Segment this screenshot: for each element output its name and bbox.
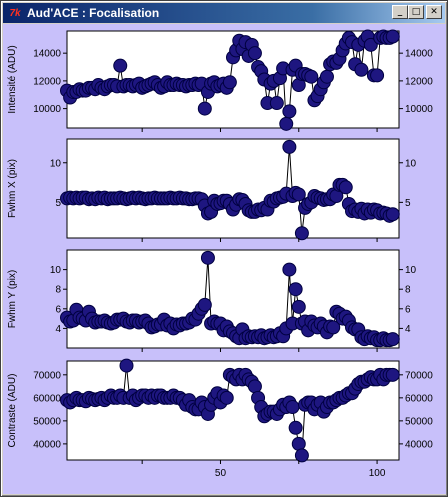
chart-4-ytick-label-left: 50000 [33, 416, 61, 427]
chart-1-point [113, 58, 128, 73]
chart-4-point [385, 367, 400, 382]
x-axis-tick-label: 100 [369, 468, 386, 479]
chart-2-ytick-label-left: 10 [50, 158, 62, 169]
chart-2-point [282, 139, 297, 154]
close-button[interactable]: ✕ [426, 5, 442, 19]
maximize-button[interactable]: □ [408, 5, 424, 19]
chart-2-point [291, 187, 306, 202]
chart-3-point [326, 320, 341, 335]
chart-1-point [304, 69, 319, 84]
chart-4-point [285, 400, 300, 415]
title-bar[interactable]: 7k Aud'ACE : Focalisation _ □ ✕ [3, 3, 445, 23]
chart-2-point [294, 226, 309, 241]
chart-1-ytick-label-right: 12000 [405, 76, 433, 87]
chart-3-point [385, 332, 400, 347]
chart-2-ytick-label-right: 5 [405, 198, 411, 209]
chart-3-ytick-label-right: 8 [405, 285, 411, 296]
chart-3-ytick-label-left: 8 [55, 285, 61, 296]
chart-1-ytick-label-left: 10000 [33, 104, 61, 115]
chart-3-point [291, 299, 306, 314]
chart-3-ytick-label-right: 6 [405, 304, 411, 315]
chart-1-ytick-label-right: 14000 [405, 49, 433, 60]
chart-1-point [282, 104, 297, 119]
chart-4-ytick-label-left: 70000 [33, 370, 61, 381]
chart-1-point [385, 29, 400, 44]
chart-3-ytick-label-left: 6 [55, 304, 61, 315]
window-controls: _ □ ✕ [392, 5, 442, 19]
chart-4-point [247, 379, 262, 394]
focus-charts: 10000 10000 12000 12000 14000 14000 Intensité … [7, 29, 433, 479]
chart-1-point [222, 75, 237, 90]
chart-3-ytick-label-left: 10 [50, 265, 62, 276]
chart-4-point [288, 420, 303, 435]
chart-2-ytick-label-left: 5 [55, 198, 61, 209]
x-axis-tick-label: 50 [215, 468, 227, 479]
chart-4-point [119, 358, 134, 373]
chart-4-ytick-label-right: 40000 [405, 439, 433, 450]
chart-1-ytick-label-left: 12000 [33, 76, 61, 87]
chart-3-ylabel: Fwhm Y (pix) [7, 270, 18, 329]
chart-3-ytick-label-right: 10 [405, 265, 417, 276]
chart-3-ytick-label-right: 4 [405, 324, 411, 335]
chart-4-ytick-label-right: 70000 [405, 370, 433, 381]
chart-1-point [354, 62, 369, 77]
chart-3-point [200, 250, 215, 265]
chart-4-ytick-label-left: 40000 [33, 439, 61, 450]
chart-1-point [197, 101, 212, 116]
chart-1-ytick-label-left: 14000 [33, 49, 61, 60]
chart-4-ytick-label-right: 60000 [405, 393, 433, 404]
app-logo-icon: 7k [9, 7, 21, 19]
chart-1-point [370, 68, 385, 83]
chart-1-ylabel: Intensité (ADU) [7, 45, 18, 113]
chart-3-ytick-label-left: 4 [55, 324, 61, 335]
chart-2-point [385, 207, 400, 222]
chart-3-point [197, 297, 212, 312]
chart-3-point [282, 262, 297, 277]
chart-4-point [219, 390, 234, 405]
chart-2-point [338, 180, 353, 195]
window-title: Aud'ACE : Focalisation [27, 6, 160, 20]
chart-1-point [279, 116, 294, 131]
chart-4-point [294, 448, 309, 463]
chart-1-ytick-label-right: 10000 [405, 104, 433, 115]
chart-3-point [288, 282, 303, 297]
chart-1-point [363, 37, 378, 52]
chart-4-point [291, 436, 306, 451]
chart-1-point [247, 46, 262, 61]
minimize-button[interactable]: _ [392, 5, 408, 19]
chart-4-ytick-label-left: 60000 [33, 393, 61, 404]
chart-2-ylabel: Fwhm X (pix) [7, 159, 18, 218]
chart-1-point [269, 96, 284, 111]
chart-1-point [319, 69, 334, 84]
plot-area: 10000 10000 12000 12000 14000 14000 Intensité … [3, 24, 446, 494]
chart-2-ytick-label-right: 10 [405, 158, 417, 169]
chart-4-ylabel: Contraste (ADU) [7, 374, 18, 448]
chart-4-ytick-label-right: 50000 [405, 416, 433, 427]
